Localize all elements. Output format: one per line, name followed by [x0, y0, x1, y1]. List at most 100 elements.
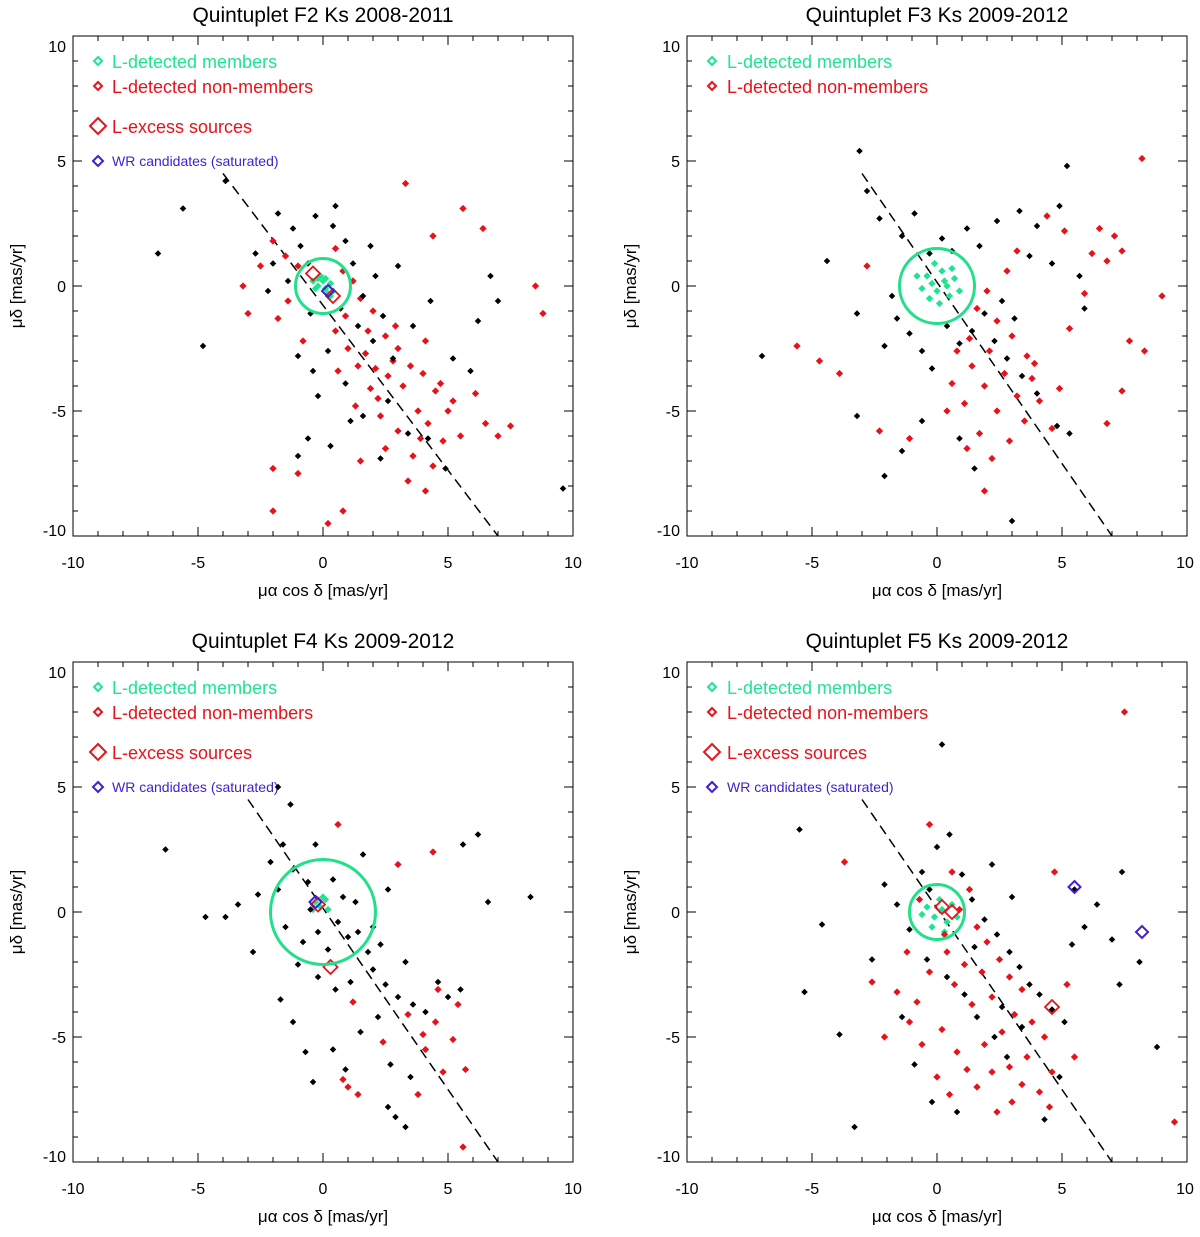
nonmember-point	[381, 444, 390, 453]
nonmember-point	[1103, 257, 1111, 265]
nonmember-point	[1005, 1063, 1014, 1071]
nonmember-point	[409, 452, 417, 460]
field-star-point	[976, 242, 983, 250]
y-tick-label: 0	[671, 905, 680, 922]
member-point	[930, 259, 939, 268]
nonmember-point	[481, 419, 490, 428]
nonmember-point	[863, 262, 871, 270]
nonmember-point	[1170, 1118, 1179, 1126]
nonmember-point	[945, 1090, 954, 1099]
nonmember-point	[334, 820, 342, 829]
field-star-point	[856, 147, 863, 155]
field-star-point	[402, 958, 409, 966]
nonmember-point	[376, 412, 385, 420]
field-star-point	[254, 891, 262, 898]
field-star-point	[1006, 948, 1013, 956]
member-point	[940, 277, 949, 285]
panel-f2: Quintuplet F2 Ks 2008-2011 -10 -5 0 5 10…	[7, 4, 582, 600]
field-star-point	[312, 212, 319, 220]
field-star-point	[1081, 305, 1088, 312]
member-point	[950, 274, 959, 283]
field-star-point	[1008, 517, 1016, 525]
field-star-point	[796, 826, 803, 833]
field-star-point	[906, 330, 913, 337]
field-star-point	[527, 893, 534, 901]
x-tick-label: -5	[805, 555, 819, 572]
field-star-point	[404, 430, 412, 437]
field-star-point	[1153, 1043, 1161, 1051]
nonmember-point	[1060, 227, 1069, 235]
field-star-point	[981, 310, 988, 317]
field-star-point	[444, 993, 452, 1001]
nonmember-point	[331, 244, 340, 253]
field-star-point	[888, 292, 896, 300]
x-tick-label: 5	[1058, 555, 1067, 572]
field-star-point	[484, 898, 492, 906]
field-star-point	[372, 272, 379, 280]
member-point	[955, 287, 964, 295]
field-star-point	[991, 1033, 998, 1041]
nonmember-point	[903, 948, 911, 956]
nonmember-point	[1158, 292, 1166, 300]
wr-candidate-marker	[320, 283, 336, 299]
nonmember-point	[381, 332, 390, 340]
field-star-point	[179, 205, 187, 212]
membership-circle	[294, 257, 352, 315]
nonmember-point	[394, 860, 402, 869]
nonmember-point	[948, 868, 956, 876]
nonmember-point	[424, 419, 432, 428]
nonmember-point	[1063, 980, 1071, 989]
field-star-point	[457, 986, 464, 993]
nonmember-point	[419, 1030, 427, 1039]
nonmember-point	[1013, 247, 1021, 255]
field-star-point	[449, 355, 457, 362]
nonmember-point	[269, 237, 277, 245]
nonmember-point	[1043, 212, 1051, 220]
nonmember-point	[968, 1000, 976, 1009]
nonmember-point	[1088, 249, 1096, 258]
field-star-point	[1033, 222, 1041, 230]
x-tick-label: 0	[319, 1181, 328, 1198]
nonmember-point	[1118, 387, 1126, 395]
legend-wr-label: WR candidates (saturated)	[112, 153, 279, 169]
field-star-point	[933, 843, 941, 851]
plot-frame	[72, 661, 574, 1163]
nonmember-point	[1103, 419, 1111, 428]
nonmember-point	[449, 1035, 457, 1044]
legend: L-detected members L-detected non-member…	[702, 678, 928, 795]
field-star-point	[881, 342, 888, 350]
nonmember-point	[953, 347, 961, 355]
nonmember-point	[988, 1068, 996, 1076]
field-star-point	[154, 250, 162, 257]
nonmember-point	[963, 444, 971, 453]
field-star-point	[1008, 893, 1016, 901]
field-star-point	[277, 996, 284, 1003]
nonmember-point	[421, 487, 430, 495]
l-excess-marker	[324, 287, 342, 305]
nonmember-point	[506, 422, 515, 430]
wr-candidate-marker	[1067, 879, 1082, 895]
nonmember-point	[394, 427, 402, 435]
legend-members-label: L-detected members	[727, 678, 892, 698]
plot-area	[758, 147, 1166, 536]
nonmember-point	[995, 955, 1004, 964]
member-point	[943, 282, 951, 290]
field-star-point	[993, 217, 1001, 225]
nonmember-point	[963, 1065, 971, 1074]
nonmember-point	[1065, 324, 1074, 333]
nonmember-point	[943, 407, 951, 415]
nonmember-point	[429, 848, 437, 856]
panel-f4: Quintuplet F4 Ks 2009-2012 -10 -5 0 5 10…	[7, 630, 582, 1226]
nonmember-point	[1125, 337, 1134, 345]
field-star-point	[282, 923, 289, 931]
field-star-point	[459, 841, 467, 848]
field-star-point	[329, 1046, 337, 1053]
x-axis-label: μα cos δ [mas/yr]	[872, 1207, 1002, 1226]
field-star-point	[289, 1018, 297, 1026]
nonmember-point	[1020, 417, 1029, 425]
member-point	[321, 274, 330, 283]
nonmember-point	[341, 312, 350, 320]
field-star-point	[487, 272, 494, 280]
nonmember-point	[980, 1040, 989, 1049]
nonmember-point	[471, 389, 480, 398]
